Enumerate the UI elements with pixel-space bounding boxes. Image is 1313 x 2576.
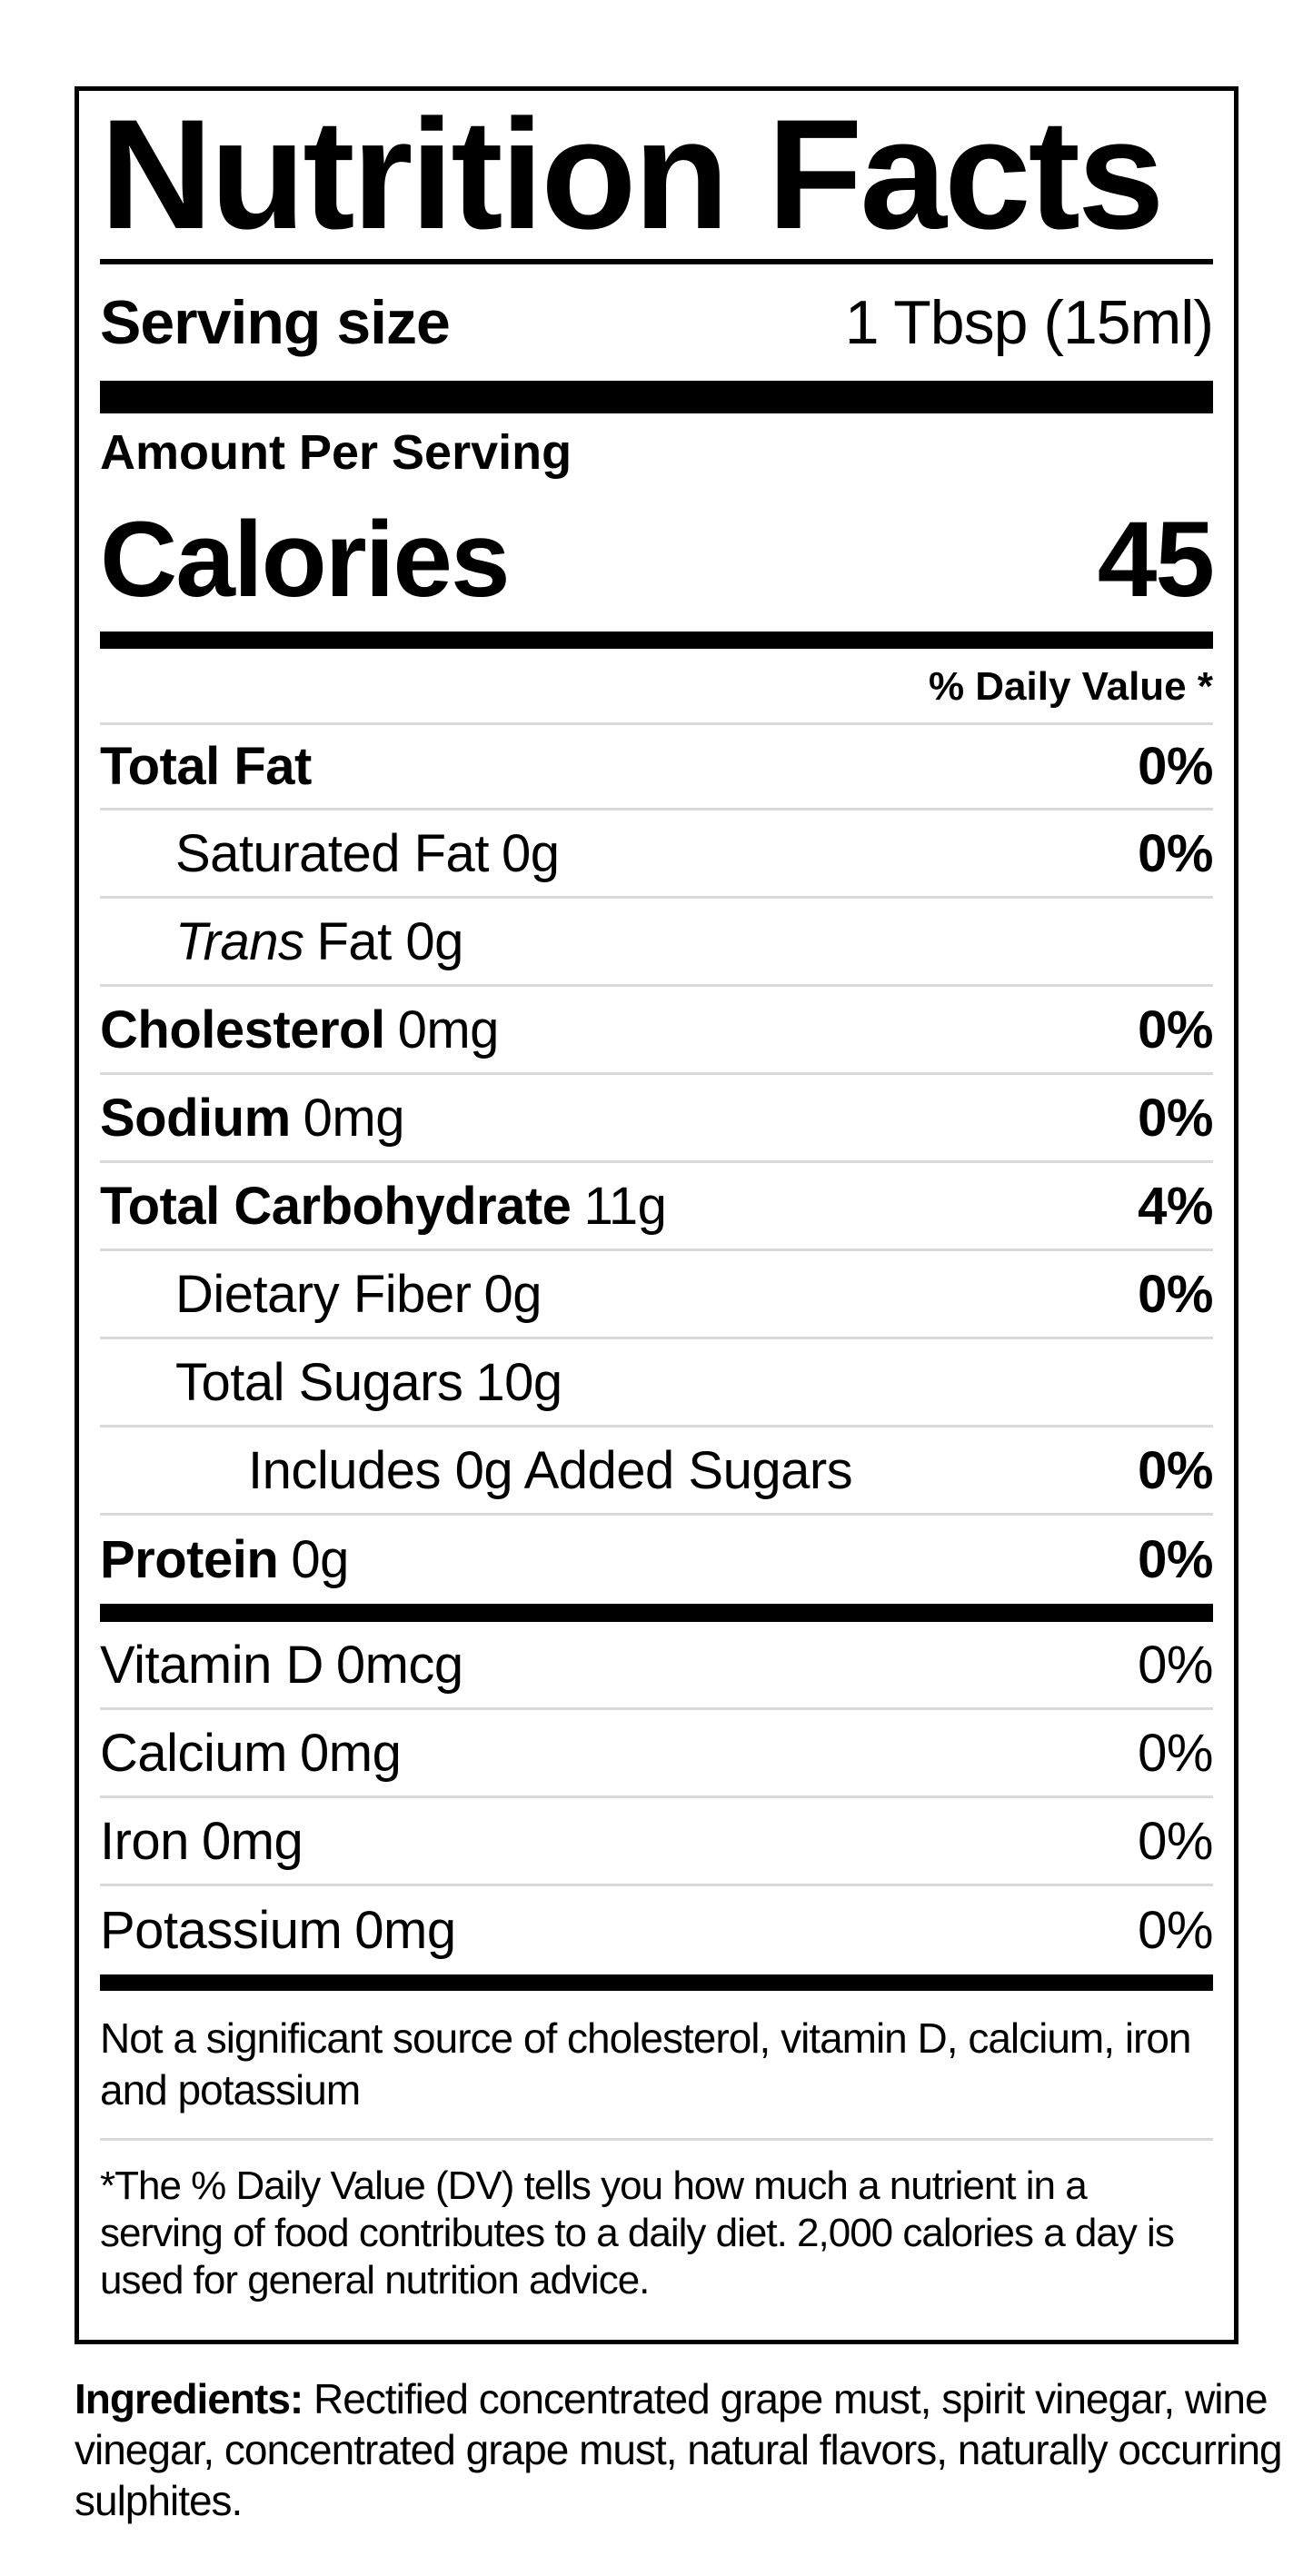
not-significant-source-note: Not a significant source of cholesterol,… [100,2014,1192,2114]
nutrient-name: Saturated Fat [175,823,489,883]
nutrient-amount: 0mg [300,1723,402,1783]
nutrient-row-total-sugars: Total Sugars 10g [100,1339,1213,1427]
daily-value-header: % Daily Value * [928,664,1213,709]
nutrient-amount: 0g [501,823,560,883]
ingredients-paragraph: Ingredients: Rectified concentrated grap… [75,2373,1283,2526]
nutrient-row-added-sugars: Includes 0g Added Sugars 0% [100,1427,1213,1516]
ingredients-label: Ingredients: [75,2375,303,2422]
daily-value-percent: 4% [1138,1176,1213,1236]
nutrient-row-cholesterol: Cholesterol 0mg 0% [100,987,1213,1075]
serving-size-label: Serving size [100,288,451,357]
thick-separator-bar [100,1604,1213,1622]
daily-value-percent: 0% [1138,737,1213,796]
ingredients-text: Rectified concentrated grape must, spiri… [75,2375,1283,2524]
nutrient-row-sodium: Sodium 0mg 0% [100,1075,1213,1163]
nutrient-name: Protein [100,1530,279,1589]
nutrient-row-vitamin-d: Vitamin D 0mcg 0% [100,1622,1213,1710]
serving-size-value: 1 Tbsp (15ml) [844,288,1214,357]
label-title: Nutrition Facts [100,87,1165,262]
nutrient-name: Iron [100,1811,189,1871]
nutrient-amount: 0mg [397,1000,500,1059]
daily-value-percent: 0% [1138,1000,1213,1059]
calories-value: 45 [1097,500,1215,620]
nutrient-name-italic: Trans [175,911,304,971]
nutrient-amount: 0g [291,1530,349,1589]
daily-value-percent: 0% [1138,1088,1213,1148]
nutrient-name: Sodium [100,1088,291,1148]
daily-value-percent: 0% [1138,1440,1213,1500]
nutrient-name: Fat 0g [316,911,463,971]
thick-separator-bar [100,381,1213,413]
nutrient-row-potassium: Potassium 0mg 0% [100,1886,1213,1974]
daily-value-percent: 0% [1138,1635,1213,1695]
daily-value-footnote: *The % Daily Value (DV) tells you how mu… [100,2163,1175,2302]
nutrient-name: Includes 0g Added Sugars [248,1440,853,1500]
serving-size-row: Serving size 1 Tbsp (15ml) [100,264,1214,381]
nutrient-amount: 0mcg [335,1635,463,1695]
nutrient-row-calcium: Calcium 0mg 0% [100,1710,1213,1798]
footnote-divider [100,2138,1213,2141]
nutrient-row-total-carbohydrate: Total Carbohydrate 11g 4% [100,1163,1213,1251]
thick-separator-bar [100,1974,1213,1991]
daily-value-percent: 0% [1138,823,1213,883]
nutrient-name: Calcium [100,1723,288,1783]
nutrient-amount: 0g [483,1264,542,1324]
nutrient-row-trans-fat: Trans Fat 0g [100,899,1213,987]
daily-value-percent: 0% [1138,1901,1213,1960]
daily-value-percent: 0% [1138,1723,1213,1783]
calories-label: Calories [100,500,511,620]
nutrient-name: Potassium [100,1901,343,1960]
nutrient-name: Vitamin D [100,1635,323,1695]
daily-value-percent: 0% [1138,1811,1213,1871]
title-rule [100,259,1213,264]
nutrient-row-total-fat: Total Fat 0% [100,722,1213,811]
nutrient-name: Total Sugars [175,1352,463,1412]
nutrient-name: Total Fat [100,737,312,796]
daily-value-percent: 0% [1138,1530,1213,1589]
calories-row: Calories 45 [100,488,1215,632]
nutrient-row-saturated-fat: Saturated Fat 0g 0% [100,811,1213,899]
nutrient-row-dietary-fiber: Dietary Fiber 0g 0% [100,1251,1213,1339]
nutrition-facts-label: Nutrition Facts Serving size 1 Tbsp (15m… [75,86,1238,2344]
nutrient-name: Total Carbohydrate [100,1176,572,1236]
medium-separator-bar [100,632,1213,649]
amount-per-serving-label: Amount Per Serving [100,425,572,480]
nutrient-amount: 10g [475,1352,562,1412]
nutrient-amount: 0mg [201,1811,303,1871]
nutrient-amount: 0mg [354,1901,456,1960]
nutrient-name: Cholesterol [100,1000,385,1059]
nutrient-row-protein: Protein 0g 0% [100,1516,1213,1604]
nutrient-name: Dietary Fiber [175,1264,472,1324]
nutrient-row-iron: Iron 0mg 0% [100,1798,1213,1886]
daily-value-percent: 0% [1138,1264,1213,1324]
nutrient-amount: 0mg [303,1088,405,1148]
nutrient-amount: 11g [583,1176,667,1236]
